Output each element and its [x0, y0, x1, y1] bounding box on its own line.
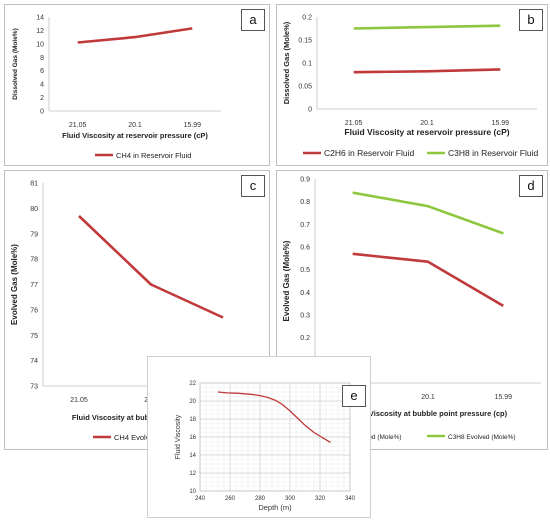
chart-e-ytick: 20	[189, 399, 196, 405]
chart-a-ytick: 0	[40, 109, 44, 116]
chart-d-ytick: 0.3	[300, 313, 310, 320]
chart-e-xtick: 320	[315, 496, 326, 502]
chart-a-xtick: 20.1	[128, 122, 142, 129]
chart-b-ytick: 0.2	[302, 15, 312, 22]
chart-d-series-line	[352, 191, 504, 235]
chart-a-ytick: 10	[36, 41, 44, 48]
chart-e-y-axis-title: Fluid Viscosity	[175, 414, 182, 459]
chart-d-ytick: 0.6	[300, 245, 310, 252]
panel-label-b: b	[519, 9, 543, 31]
chart-e-ytick: 16	[189, 435, 196, 441]
chart-d-xtick: 20.1	[421, 394, 435, 401]
chart-e-ytick: 12	[189, 471, 196, 477]
chart-d-ytick: 0.7	[300, 222, 310, 229]
chart-b-xtick: 21.05	[345, 120, 363, 127]
chart-c-ytick: 76	[30, 307, 38, 314]
chart-b-series-line	[353, 68, 501, 74]
chart-d-y-axis-title: Evolved Gas (Mole%)	[282, 240, 291, 321]
chart-e-plot-frame	[199, 382, 351, 492]
chart-d-series-line	[352, 252, 504, 308]
chart-d-ytick: 0.9	[300, 177, 310, 184]
chart-b-series-line	[353, 24, 501, 30]
chart-d-xtick: 15.99	[495, 394, 513, 401]
chart-d-legend-label: C3H8 Evolved (Mole%)	[448, 434, 516, 441]
chart-panel-a: 0 2 4 6 8 10 12 14 21.05 20.1 15.99 Dissolved Gas (…	[4, 4, 270, 166]
chart-e-xtick: 300	[285, 496, 296, 502]
chart-a-ytick: 8	[40, 55, 44, 62]
chart-e-xtick: 280	[255, 496, 266, 502]
chart-a-series-line	[77, 27, 193, 44]
chart-e-xtick: 260	[225, 496, 236, 502]
chart-d-ytick: 0.4	[300, 290, 310, 297]
chart-c-ytick: 75	[30, 333, 38, 340]
chart-a-xtick: 21.05	[69, 122, 87, 129]
chart-e-x-axis-title: Depth (m)	[258, 503, 292, 512]
chart-b-xtick: 15.99	[492, 120, 510, 127]
chart-c-ytick: 73	[30, 384, 38, 391]
chart-c-y-axis-title: Evolved Gas (Mole%)	[10, 244, 19, 325]
chart-panel-b: 0 0.05 0.1 0.15 0.2 21.05 20.1 15.99 Dissolved G…	[276, 4, 548, 166]
chart-e-xtick: 340	[345, 496, 356, 502]
chart-d-x-axis-title: Fluid Viscosity at bubble point pressure…	[349, 409, 508, 418]
chart-a-svg: 0 2 4 6 8 10 12 14 21.05 20.1 15.99 Dissolved Gas (…	[12, 15, 221, 160]
chart-b-ytick: 0	[308, 107, 312, 114]
chart-e-svg: 10 12 14 16 18 20 22 240 260 280 300 320 340 Fluid Vi…	[175, 381, 356, 512]
chart-c-series-line	[78, 215, 224, 319]
chart-c-ytick: 78	[30, 257, 38, 264]
chart-e-ytick: 18	[189, 417, 196, 423]
chart-b-legend-label: C3H8 in Reservoir Fluid	[448, 148, 538, 158]
chart-panel-e: 10 12 14 16 18 20 22 240 260 280 300 320 340 Fluid Vi…	[147, 356, 371, 518]
chart-b-y-axis-title: Dissolved Gas (Mole%)	[282, 21, 291, 104]
chart-a-legend-label: CH4 in Reservoir Fluid	[116, 151, 191, 160]
chart-e-series-line	[217, 391, 331, 443]
chart-c-xtick: 21.05	[70, 397, 88, 404]
panel-label-c: c	[241, 175, 265, 197]
chart-a-ytick: 4	[40, 82, 44, 89]
chart-c-ytick: 80	[30, 206, 38, 213]
chart-b-x-axis-title: Fluid Viscosity at reservoir pressure (c…	[344, 127, 509, 137]
chart-e-ytick: 10	[189, 489, 196, 495]
panel-label-a: a	[241, 9, 265, 31]
chart-a-xtick: 15.99	[184, 122, 202, 129]
chart-b-legend-label: C2H6 in Reservoir Fluid	[324, 148, 414, 158]
chart-a-ytick: 12	[36, 28, 44, 35]
chart-c-ytick: 74	[30, 358, 38, 365]
chart-a-ytick: 6	[40, 68, 44, 75]
chart-e-ytick: 22	[189, 381, 196, 387]
chart-b-svg: 0 0.05 0.1 0.15 0.2 21.05 20.1 15.99 Dissolved G…	[282, 15, 538, 159]
panel-label-e: e	[342, 385, 366, 407]
chart-d-ytick: 0.2	[300, 335, 310, 342]
chart-a-x-axis-title: Fluid Viscosity at reservoir pressure (c…	[62, 131, 208, 140]
chart-a-ytick: 2	[40, 95, 44, 102]
chart-e-ytick: 14	[189, 453, 196, 459]
chart-a-y-axis-title: Dissolved Gas (Mole%)	[12, 28, 19, 100]
chart-d-ytick: 0.5	[300, 267, 310, 274]
panel-label-d: d	[519, 175, 543, 197]
chart-b-ytick: 0.05	[298, 84, 312, 91]
chart-d-ytick: 0.8	[300, 199, 310, 206]
chart-c-ytick: 79	[30, 231, 38, 238]
chart-b-ytick: 0.15	[298, 38, 312, 45]
chart-c-ytick: 81	[30, 181, 38, 188]
chart-b-ytick: 0.1	[302, 61, 312, 68]
chart-c-ytick: 77	[30, 282, 38, 289]
chart-e-xtick: 240	[195, 496, 206, 502]
chart-a-ytick: 14	[36, 15, 44, 22]
chart-b-xtick: 20.1	[420, 120, 434, 127]
